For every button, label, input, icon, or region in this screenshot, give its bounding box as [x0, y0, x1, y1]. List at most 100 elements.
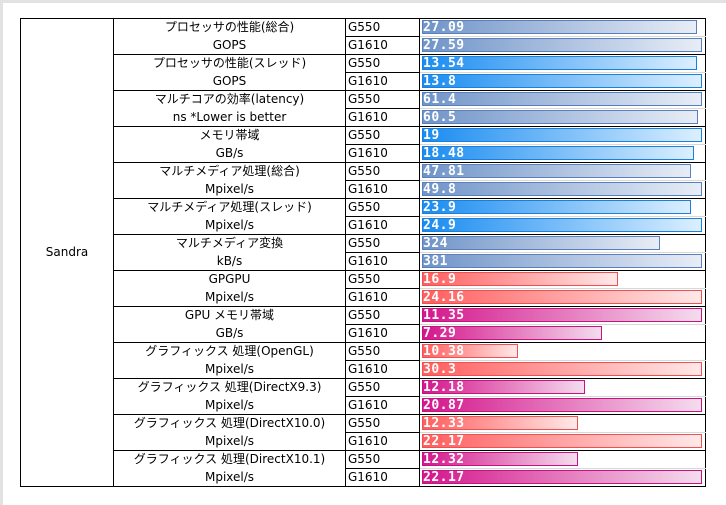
cpu-label: G550 [345, 342, 420, 361]
bar-cell: 30.3 [419, 360, 706, 379]
data-label: 22.17 [423, 470, 465, 485]
cpu-label: G550 [345, 234, 420, 253]
benchmark-unit: Mpixel/s [113, 396, 346, 415]
data-bar [422, 362, 702, 376]
data-label: 12.33 [423, 416, 465, 431]
benchmark-unit: ns *Lower is better [113, 108, 346, 127]
data-label: 324 [423, 236, 448, 251]
cpu-label: G550 [345, 306, 420, 325]
benchmark-unit: Mpixel/s [113, 216, 346, 235]
benchmark-unit: Mpixel/s [113, 288, 346, 307]
bar-cell: 23.9 [419, 198, 706, 217]
data-bar [422, 254, 702, 268]
table-row: マルチコアの効率(latency) G550 61.4 [21, 90, 706, 109]
cpu-label: G550 [345, 54, 420, 73]
cpu-label: G1610 [345, 360, 420, 379]
cpu-label: G550 [345, 126, 420, 145]
data-label: 20.87 [423, 398, 465, 413]
data-label: 381 [423, 254, 448, 269]
table-row: マルチメディア処理(総合) G550 47.81 [21, 162, 706, 181]
table-row: Mpixel/s G1610 24.16 [21, 288, 706, 307]
bar-cell: 60.5 [419, 108, 706, 127]
bar-cell: 12.18 [419, 378, 706, 397]
bar-cell: 13.8 [419, 72, 706, 91]
benchmark-name: プロセッサの性能(スレッド) [113, 54, 346, 73]
data-bar [422, 92, 702, 106]
data-bar [422, 20, 697, 34]
data-label: 30.3 [423, 362, 457, 377]
benchmark-name: メモリ帯域 [113, 126, 346, 145]
table-row: Mpixel/s G1610 30.3 [21, 360, 706, 379]
table-row: プロセッサの性能(スレッド) G550 13.54 [21, 54, 706, 73]
benchmark-unit: GB/s [113, 144, 346, 163]
data-label: 7.29 [423, 326, 457, 341]
data-bar [422, 272, 618, 286]
data-label: 18.48 [423, 146, 465, 161]
data-bar [422, 146, 694, 160]
benchmark-name: マルチコアの効率(latency) [113, 90, 346, 109]
cpu-label: G1610 [345, 108, 420, 127]
table-row: メモリ帯域 G550 19 [21, 126, 706, 145]
benchmark-name: プロセッサの性能(総合) [113, 18, 346, 37]
bar-cell: 324 [419, 234, 706, 253]
table-row: GOPS G1610 13.8 [21, 72, 706, 91]
cpu-label: G550 [345, 414, 420, 433]
table-row: kB/s G1610 381 [21, 252, 706, 271]
data-bar [422, 164, 691, 178]
table-row: マルチメディア処理(スレッド) G550 23.9 [21, 198, 706, 217]
bar-cell: 19 [419, 126, 706, 145]
cpu-label: G550 [345, 450, 420, 469]
benchmark-unit: Mpixel/s [113, 360, 346, 379]
data-bar [422, 290, 702, 304]
data-bar [422, 200, 691, 214]
bar-cell: 27.59 [419, 36, 706, 55]
benchmark-name: マルチメディア処理(スレッド) [113, 198, 346, 217]
benchmark-unit: GB/s [113, 324, 346, 343]
bar-cell: 22.17 [419, 468, 706, 487]
bar-cell: 20.87 [419, 396, 706, 415]
data-label: 61.4 [423, 92, 457, 107]
cpu-label: G1610 [345, 432, 420, 451]
bar-cell: 10.38 [419, 342, 706, 361]
benchmark-name: マルチメディア処理(総合) [113, 162, 346, 181]
cpu-label: G550 [345, 198, 420, 217]
table-row: グラフィックス 処理(DirectX10.0) G550 12.33 [21, 414, 706, 433]
data-label: 60.5 [423, 110, 457, 125]
table-row: GPU メモリ帯域 G550 11.35 [21, 306, 706, 325]
bar-cell: 49.8 [419, 180, 706, 199]
benchmark-unit: Mpixel/s [113, 468, 346, 487]
benchmark-name: グラフィックス 処理(DirectX10.1) [113, 450, 346, 469]
data-label: 13.8 [423, 74, 457, 89]
table-row: グラフィックス 処理(OpenGL) G550 10.38 [21, 342, 706, 361]
table-row: Mpixel/s G1610 22.17 [21, 468, 706, 487]
data-label: 16.9 [423, 272, 457, 287]
data-label: 22.17 [423, 434, 465, 449]
cpu-label: G550 [345, 18, 420, 37]
table-row: GPGPU G550 16.9 [21, 270, 706, 289]
window-left-edge [0, 0, 3, 505]
window-top-edge [0, 0, 726, 3]
data-bar [422, 380, 585, 394]
data-bar [422, 326, 602, 340]
data-label: 27.59 [423, 38, 465, 53]
table-row: Mpixel/s G1610 22.17 [21, 432, 706, 451]
data-bar [422, 74, 702, 88]
data-label: 24.16 [423, 290, 465, 305]
benchmark-name: GPGPU [113, 270, 346, 289]
benchmark-name: グラフィックス 処理(OpenGL) [113, 342, 346, 361]
bar-cell: 12.32 [419, 450, 706, 469]
data-label: 19 [423, 128, 440, 143]
cpu-label: G1610 [345, 180, 420, 199]
data-label: 12.18 [423, 380, 465, 395]
table-row: グラフィックス 処理(DirectX9.3) G550 12.18 [21, 378, 706, 397]
data-label: 13.54 [423, 56, 465, 71]
data-label: 23.9 [423, 200, 457, 215]
table-row: ns *Lower is better G1610 60.5 [21, 108, 706, 127]
table-row: Mpixel/s G1610 24.9 [21, 216, 706, 235]
bar-cell: 47.81 [419, 162, 706, 181]
cpu-label: G1610 [345, 468, 420, 487]
table-row: GB/s G1610 18.48 [21, 144, 706, 163]
benchmark-name: グラフィックス 処理(DirectX10.0) [113, 414, 346, 433]
cpu-label: G1610 [345, 324, 420, 343]
cpu-label: G1610 [345, 396, 420, 415]
